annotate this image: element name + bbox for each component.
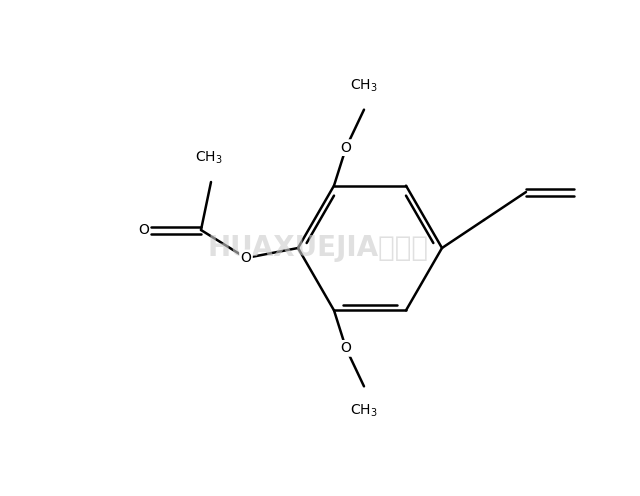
Text: O: O xyxy=(340,341,351,355)
Text: CH$_3$: CH$_3$ xyxy=(350,77,378,94)
Text: O: O xyxy=(139,223,149,237)
Text: HUAXUEJIA化学加: HUAXUEJIA化学加 xyxy=(207,234,429,262)
Text: CH$_3$: CH$_3$ xyxy=(350,402,378,419)
Text: O: O xyxy=(340,141,351,155)
Text: CH$_3$: CH$_3$ xyxy=(195,150,223,166)
Text: O: O xyxy=(241,251,252,265)
